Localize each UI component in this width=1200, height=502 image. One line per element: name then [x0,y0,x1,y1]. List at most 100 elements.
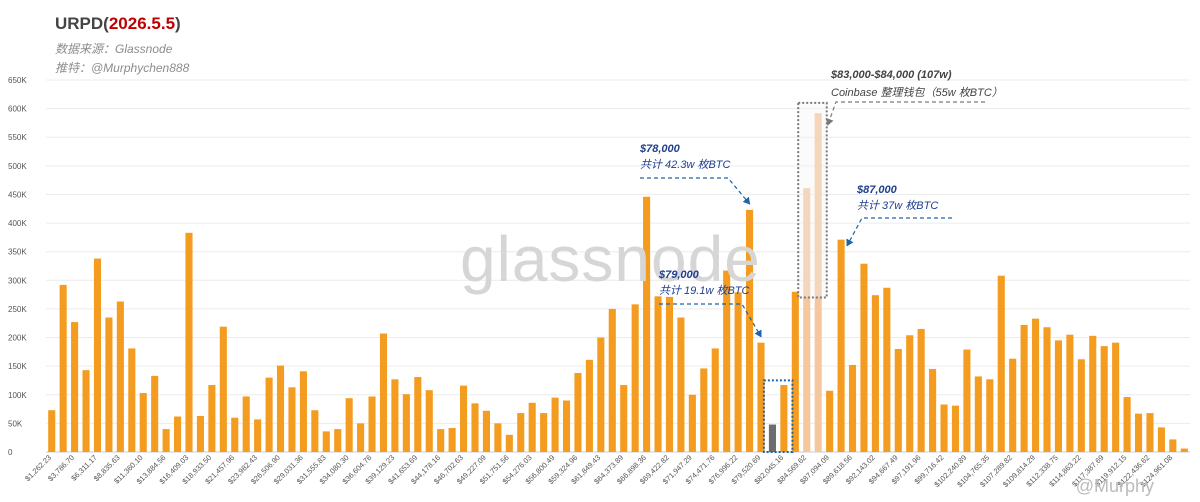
bar [82,370,90,452]
chart-title: URPD(2026.5.5) [55,14,181,34]
y-tick-label: 250K [8,305,27,314]
bar [196,415,204,452]
bar [288,387,296,452]
bar [929,369,937,452]
bar [1157,427,1165,452]
bar [997,275,1005,452]
bar [768,424,776,452]
highlight-box-82000 [762,379,794,454]
bar [940,404,948,452]
bar [1180,448,1188,452]
bar [185,232,193,452]
bar [448,427,456,452]
bar [894,348,902,452]
bar [974,376,982,452]
bar [551,397,559,452]
bar [791,291,799,452]
bar [917,328,925,452]
bar [528,402,536,452]
gridlines [46,79,1190,453]
y-tick-label: 450K [8,190,27,199]
y-tick-label: 500K [8,162,27,171]
bar [368,396,376,452]
bar [700,368,708,452]
annotation-87000-total: 共计 37w 枚BTC [857,200,939,212]
data-source: 数据来源：Glassnode [55,42,173,56]
bar [505,434,513,452]
bar [826,390,834,452]
bar [1077,359,1085,452]
bar [482,410,490,452]
highlight-box-coinbase [797,101,828,299]
bar [837,239,845,452]
bar [746,209,754,452]
bar [93,258,102,452]
bar [128,348,136,452]
y-tick-label: 350K [8,248,27,257]
bar [597,337,605,452]
bar [757,342,765,452]
bar [643,196,651,452]
glassnode-watermark: glassnode [460,223,761,295]
bar [734,292,742,452]
y-tick-label: 0 [8,448,13,457]
bar [608,308,616,452]
y-tick-label: 50K [8,419,23,428]
y-axis-ticks: 0 50K 100K 150K 200K 250K 300K 350K 400K 450K 500K… [8,76,27,457]
bar [391,379,399,452]
bar [688,394,696,452]
annotation-87000: $87,000 共计 37w 枚BTC [857,182,938,214]
bar [1020,324,1028,452]
bar [540,413,548,452]
bar [1089,335,1097,452]
annotation-83000-84000: $83,000-$84,000 (107w) Coinbase 整理钱包（55w… [831,66,1003,102]
annotation-83000-range: $83,000-$84,000 (107w) [831,69,952,81]
y-tick-label: 100K [8,391,27,400]
bar [963,349,971,452]
bar [151,375,159,452]
bar [574,373,582,452]
bar [299,371,307,452]
annotation-overlay [640,101,985,454]
bar [723,270,731,452]
bar [345,398,353,452]
bar [48,410,56,452]
bar [585,359,593,452]
y-tick-label: 300K [8,276,27,285]
y-tick-label: 200K [8,334,27,343]
title-date: 2026.5.5 [108,14,176,33]
bar [105,317,113,452]
bar [620,385,628,452]
bar [1032,318,1040,452]
weibo-credit: @Murphy [1075,476,1154,496]
annotation-83000-desc: Coinbase 整理钱包（55w 枚BTC） [831,87,1003,99]
bar [402,394,410,452]
title-suffix: ) [175,14,181,33]
bar [357,423,365,452]
annotation-79000-price: $79,000 [659,269,699,281]
bar [219,326,227,452]
annotation-79000-arrow [659,303,762,338]
y-tick-label: 400K [8,219,27,228]
bar [174,416,182,452]
bar [471,403,479,452]
bar [848,365,857,452]
bar [71,322,79,452]
twitter-handle: 推特：@Murphychen888 [55,61,190,75]
bar [883,287,891,452]
bars [48,113,1188,453]
annotation-87000-price: $87,000 [857,184,897,196]
bar [162,429,170,452]
bar [517,413,525,452]
y-tick-label: 550K [8,133,27,142]
bar [139,393,147,452]
bar [311,410,319,452]
bar [379,333,388,452]
bar [265,377,273,452]
annotation-78000-price: $78,000 [640,143,680,155]
bar [654,296,662,452]
bar [871,295,879,452]
bar [1146,413,1154,452]
annotation-78000-arrow [640,177,751,205]
